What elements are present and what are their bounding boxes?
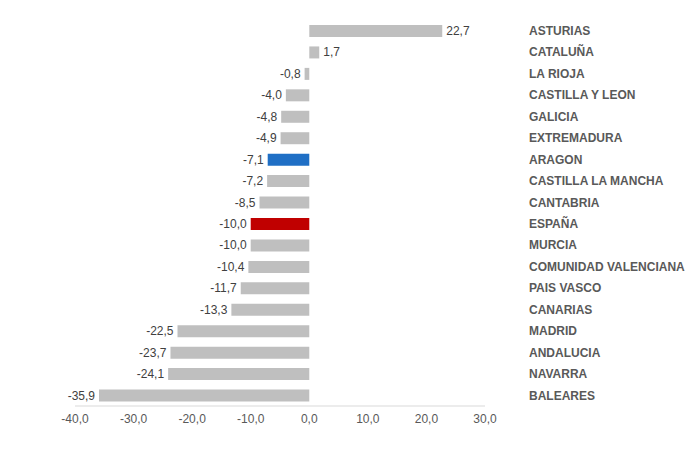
svg-text:-0,8: -0,8: [280, 67, 301, 81]
svg-text:ANDALUCIA: ANDALUCIA: [529, 346, 601, 360]
svg-text:-10,4: -10,4: [217, 260, 245, 274]
svg-text:-30,0: -30,0: [120, 412, 148, 426]
svg-text:MADRID: MADRID: [529, 324, 577, 338]
svg-text:-24,1: -24,1: [137, 367, 165, 381]
svg-text:22,7: 22,7: [446, 24, 470, 38]
svg-text:NAVARRA: NAVARRA: [529, 367, 588, 381]
svg-text:-10,0: -10,0: [219, 238, 247, 252]
svg-text:COMUNIDAD VALENCIANA: COMUNIDAD VALENCIANA: [529, 260, 685, 274]
svg-text:-35,9: -35,9: [68, 389, 96, 403]
svg-text:CASTILLA LA MANCHA: CASTILLA LA MANCHA: [529, 174, 664, 188]
svg-text:-13,3: -13,3: [200, 303, 228, 317]
svg-text:BALEARES: BALEARES: [529, 389, 595, 403]
svg-text:-11,7: -11,7: [210, 281, 237, 295]
svg-text:-10,0: -10,0: [237, 412, 265, 426]
svg-text:-4,8: -4,8: [256, 110, 277, 124]
svg-text:-22,5: -22,5: [146, 324, 174, 338]
svg-text:-7,2: -7,2: [242, 174, 263, 188]
svg-text:20,0: 20,0: [415, 412, 439, 426]
svg-text:EXTREMADURA: EXTREMADURA: [529, 131, 623, 145]
svg-text:-23,7: -23,7: [139, 346, 167, 360]
svg-text:-4,9: -4,9: [256, 131, 277, 145]
svg-text:CANARIAS: CANARIAS: [529, 303, 592, 317]
svg-text:GALICIA: GALICIA: [529, 110, 579, 124]
svg-text:-8,5: -8,5: [235, 196, 256, 210]
svg-text:1,7: 1,7: [323, 45, 340, 59]
svg-text:10,0: 10,0: [356, 412, 380, 426]
svg-text:30,0: 30,0: [473, 412, 497, 426]
svg-text:ESPAÑA: ESPAÑA: [529, 216, 578, 231]
svg-text:ARAGON: ARAGON: [529, 153, 582, 167]
svg-text:PAIS VASCO: PAIS VASCO: [529, 281, 601, 295]
svg-text:LA RIOJA: LA RIOJA: [529, 67, 585, 81]
svg-text:-7,1: -7,1: [243, 153, 264, 167]
svg-text:-40,0: -40,0: [61, 412, 89, 426]
svg-text:0,0: 0,0: [301, 412, 318, 426]
svg-text:-20,0: -20,0: [178, 412, 206, 426]
svg-text:-10,0: -10,0: [219, 217, 247, 231]
svg-text:ASTURIAS: ASTURIAS: [529, 24, 590, 38]
svg-text:-4,0: -4,0: [261, 88, 282, 102]
svg-text:CANTABRIA: CANTABRIA: [529, 196, 600, 210]
svg-text:MURCIA: MURCIA: [529, 238, 577, 252]
svg-text:CATALUÑA: CATALUÑA: [529, 44, 594, 59]
svg-text:CASTILLA Y LEON: CASTILLA Y LEON: [529, 88, 635, 102]
